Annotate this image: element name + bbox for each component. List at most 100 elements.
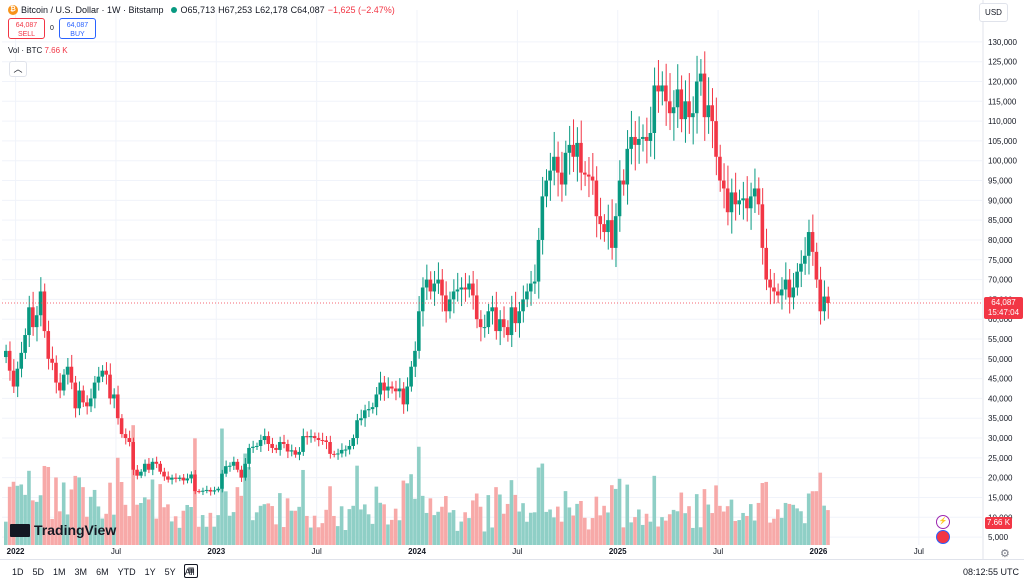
spread-value: 0	[50, 25, 54, 32]
volume-bar	[478, 506, 483, 545]
timeframe-1d[interactable]: 1D	[12, 567, 24, 577]
candle-body	[23, 335, 27, 353]
candle-body	[227, 465, 232, 467]
price-tick-label: 30,000	[988, 434, 1013, 443]
candle-body	[463, 287, 467, 290]
candle-body	[69, 366, 74, 383]
volume-bar	[370, 523, 375, 545]
candle-body	[220, 473, 224, 489]
volume-bar	[100, 518, 105, 545]
event-icon[interactable]: ⚡	[936, 515, 950, 529]
volume-bar	[23, 494, 27, 545]
currency-button[interactable]: USD	[979, 3, 1008, 22]
volume-bar	[227, 515, 232, 545]
candle-body	[409, 366, 413, 387]
candle-body	[710, 105, 714, 122]
timeframe-5d[interactable]: 5D	[32, 567, 45, 577]
candle-body	[795, 271, 799, 288]
tradingview-logo[interactable]: TradingView	[10, 522, 116, 538]
volume-bar	[610, 485, 614, 545]
volume-bar	[594, 496, 599, 545]
volume-bar	[162, 507, 166, 545]
candle-body	[814, 251, 819, 280]
candle-body	[324, 440, 328, 442]
volume-bar	[583, 517, 587, 545]
volume-bar	[579, 500, 583, 545]
price-tick-label: 130,000	[988, 38, 1017, 47]
candle-body	[594, 180, 599, 217]
volume-bar	[486, 495, 491, 545]
timeframe-ytd[interactable]: YTD	[117, 567, 136, 577]
volume-bar	[393, 508, 398, 545]
volume-bar	[332, 515, 336, 545]
symbol-title[interactable]: Bitcoin / U.S. Dollar · 1W · Bitstamp	[21, 5, 164, 15]
volume-bar	[447, 512, 452, 545]
last-price-label: 64,087 15:47:04	[984, 297, 1023, 319]
volume-bar	[776, 509, 780, 545]
candle-body	[347, 445, 352, 450]
time-tick-label: Jul	[312, 547, 322, 556]
volume-bar	[81, 487, 85, 545]
volume-bars	[4, 425, 830, 545]
candle-body	[548, 170, 552, 181]
volume-bar	[197, 526, 201, 545]
date-range-icon[interactable]: ▦	[184, 564, 198, 578]
volume-bar	[88, 496, 93, 545]
price-tick-label: 85,000	[988, 216, 1013, 225]
timeframe-3m[interactable]: 3M	[74, 567, 88, 577]
candle-body	[714, 121, 718, 157]
gear-icon[interactable]: ⚙	[1000, 548, 1010, 560]
candle-body	[652, 85, 657, 133]
timeframe-1m[interactable]: 1M	[53, 567, 66, 577]
buy-label: BUY	[70, 31, 85, 38]
candle-body	[204, 489, 209, 491]
price-tick-label: 95,000	[988, 177, 1013, 186]
candle-body	[289, 450, 294, 452]
candle-body	[679, 89, 684, 120]
utc-clock[interactable]: 08:12:55 UTC	[963, 567, 1020, 577]
candle-body	[687, 101, 691, 118]
candle-body	[266, 436, 271, 444]
volume-bar	[598, 515, 603, 545]
buy-button[interactable]: 64,087 BUY	[59, 18, 96, 39]
candle-body	[818, 279, 823, 312]
timeframe-6m[interactable]: 6M	[96, 567, 109, 577]
time-tick-label: 2025	[609, 547, 627, 556]
candle-body	[15, 368, 20, 387]
candle-body	[112, 394, 116, 399]
candle-body	[123, 434, 128, 439]
volume-bar	[34, 501, 39, 545]
candle-body	[745, 198, 749, 209]
price-tick-label: 35,000	[988, 414, 1013, 423]
timeframe-5y[interactable]: 5Y	[164, 567, 176, 577]
candle-body	[683, 101, 687, 120]
volume-bar	[617, 478, 622, 545]
economic-event-flag-icon[interactable]	[936, 530, 950, 544]
candle-body	[27, 307, 31, 336]
candle-body	[316, 438, 321, 441]
collapse-legend-button[interactable]: ︿	[9, 61, 27, 77]
volume-bar	[706, 504, 711, 545]
candle-body	[552, 156, 556, 171]
timeframe-all[interactable]: All	[184, 567, 195, 577]
volume-bar	[50, 518, 54, 545]
price-axis: 130,000 125,000 120,000 115,000 110,000 105,0…	[988, 38, 1017, 542]
volume-bar	[362, 504, 367, 545]
volume-bar	[540, 463, 545, 545]
volume-bar	[96, 506, 101, 545]
volume-bar	[671, 509, 676, 545]
candle-body	[281, 442, 286, 444]
candle-body	[135, 469, 139, 476]
ohlc-open: O65,713	[180, 5, 216, 15]
volume-bar	[745, 515, 749, 545]
timeframe-1y[interactable]: 1Y	[144, 567, 156, 577]
candle-body	[583, 172, 587, 175]
sell-button[interactable]: 64,087 SELL	[8, 18, 45, 39]
time-tick-label: Jul	[111, 547, 121, 556]
volume-bar	[555, 506, 560, 545]
candle-body	[212, 490, 217, 492]
volume-legend: Vol · BTC 7.66 K	[8, 46, 68, 55]
candle-body	[42, 291, 47, 332]
volume-bar	[760, 483, 765, 545]
